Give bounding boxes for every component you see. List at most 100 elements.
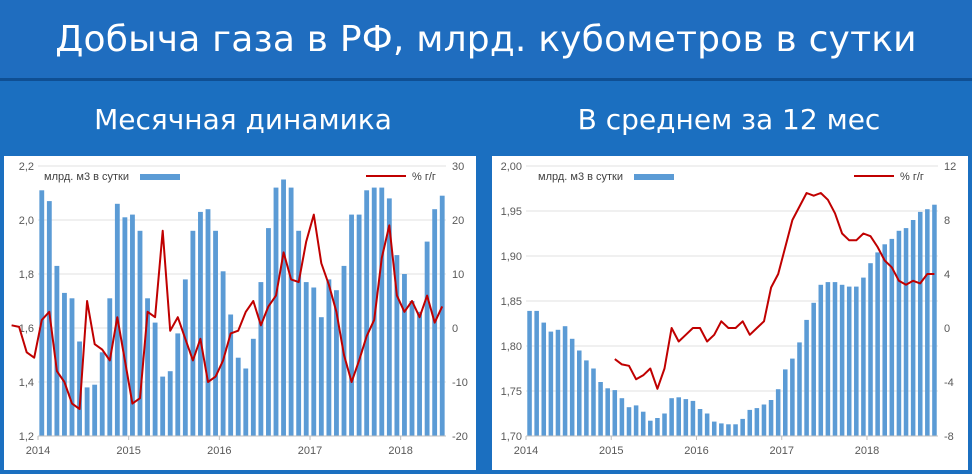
bar	[626, 407, 632, 436]
bar	[130, 214, 135, 436]
bar	[783, 369, 788, 436]
bar	[811, 302, 816, 436]
bar	[910, 220, 916, 436]
bar	[832, 282, 838, 436]
legend-bar-label: млрд. м3 в сутки	[538, 171, 623, 183]
bar	[243, 368, 249, 436]
bar	[356, 214, 362, 436]
bar	[379, 187, 385, 436]
legend-bar-swatch	[140, 174, 180, 180]
bar	[555, 329, 561, 436]
bar	[198, 211, 203, 436]
title-separator	[0, 78, 972, 81]
bar	[250, 338, 256, 436]
bar	[598, 382, 603, 436]
bar	[619, 398, 625, 436]
bar	[402, 274, 407, 436]
y-right-tick-label: -20	[452, 431, 468, 443]
bar	[137, 230, 143, 436]
bar	[669, 398, 674, 436]
y-left-tick-label: 2,00	[501, 161, 522, 173]
legend-line-label: % г/г	[412, 171, 436, 183]
bar	[875, 252, 880, 436]
bar	[99, 352, 105, 436]
bar	[903, 228, 909, 436]
bar	[77, 341, 82, 436]
bar	[839, 284, 845, 436]
bar	[854, 286, 859, 436]
bar	[54, 265, 60, 436]
y-left-tick-label: 1,8	[19, 269, 34, 281]
bar	[704, 413, 710, 436]
y-left-tick-label: 1,80	[501, 341, 522, 353]
bar	[925, 209, 930, 436]
bar	[394, 255, 400, 436]
legend-bar-label: млрд. м3 в сутки	[44, 171, 129, 183]
bar	[768, 400, 774, 436]
x-tick-label: 2016	[207, 445, 231, 457]
bar	[152, 322, 158, 436]
bar	[84, 387, 90, 436]
bar	[349, 214, 354, 436]
bar	[220, 271, 226, 436]
bar	[591, 368, 596, 436]
bar	[258, 282, 264, 436]
x-tick-label: 2015	[599, 445, 623, 457]
y-right-tick-label: 0	[452, 323, 458, 335]
x-tick-label: 2015	[116, 445, 140, 457]
legend-line-label: % г/г	[900, 171, 924, 183]
y-right-tick-label: -8	[944, 431, 954, 443]
y-left-tick-label: 1,6	[19, 323, 34, 335]
bar	[439, 195, 445, 436]
legend-bar-swatch	[634, 174, 674, 180]
bar	[775, 389, 781, 436]
bar	[584, 360, 589, 436]
bar	[861, 277, 866, 436]
bar	[825, 282, 831, 436]
bar	[605, 388, 610, 436]
left-subtitle: Месячная динамика	[94, 102, 392, 136]
y-right-tick-label: 8	[944, 215, 950, 227]
left-chart: 1,2 1,4 1,6 1,8 2,0 2,2 -20 -10 0 10 20 30 2014 2015 2…	[11, 161, 468, 457]
y-left-tick-label: 2,0	[19, 215, 34, 227]
bar	[733, 424, 738, 436]
bar	[122, 217, 128, 436]
bar	[683, 399, 689, 436]
page-title: Добыча газа в РФ, млрд. кубометров в сут…	[0, 0, 972, 78]
bar	[790, 358, 795, 436]
bar	[662, 413, 667, 436]
bar	[527, 310, 532, 436]
right-subtitle: В среднем за 12 мес	[577, 102, 881, 136]
bar	[541, 322, 547, 436]
bar	[633, 405, 639, 436]
y-left-tick-label: 1,75	[501, 386, 522, 398]
bar	[754, 408, 760, 436]
bar	[690, 400, 696, 436]
bar	[69, 298, 75, 436]
bar	[917, 211, 923, 436]
bar	[303, 282, 309, 436]
right-chart-panel: 1,70 1,75 1,80 1,85 1,90 1,95 2,00 -8 -4 0 4 8 12 201…	[492, 156, 968, 470]
x-tick-label: 2017	[298, 445, 322, 457]
bar	[190, 230, 196, 436]
y-left-tick-label: 1,95	[501, 206, 522, 218]
bar	[145, 298, 150, 436]
bar	[697, 409, 703, 436]
bar	[281, 179, 286, 436]
bar	[334, 290, 339, 436]
bar	[160, 376, 166, 436]
y-right-tick-label: 30	[452, 161, 464, 173]
bar	[228, 314, 234, 436]
bar	[167, 371, 173, 436]
bar	[761, 404, 767, 436]
y-left-tick-label: 1,85	[501, 296, 522, 308]
bar	[39, 190, 45, 436]
bar	[889, 238, 895, 436]
y-right-tick-label: 4	[944, 269, 950, 281]
bar	[726, 424, 731, 436]
y-left-tick-label: 1,70	[501, 431, 522, 443]
y-right-tick-label: -4	[944, 377, 954, 389]
bar	[797, 342, 802, 436]
y-right-tick-label: -10	[452, 377, 468, 389]
right-chart: 1,70 1,75 1,80 1,85 1,90 1,95 2,00 -8 -4 0 4 8 12 201…	[501, 161, 957, 457]
